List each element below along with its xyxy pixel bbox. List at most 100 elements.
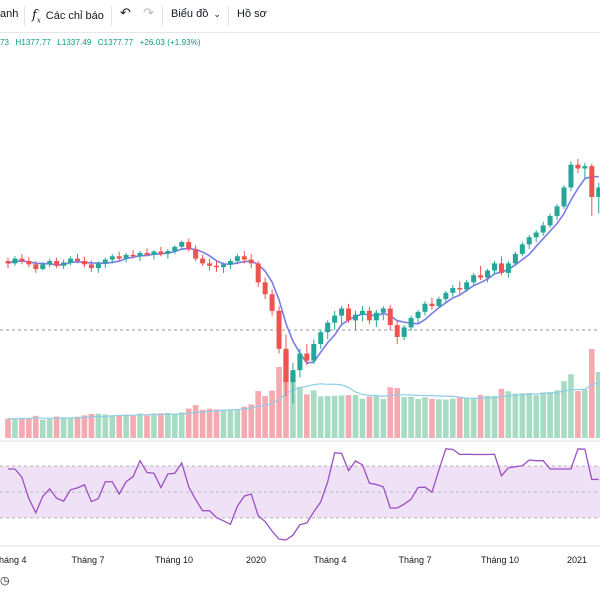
redo-button[interactable]: ↷ xyxy=(143,5,154,21)
candle-body xyxy=(457,288,463,290)
volume-bar xyxy=(130,415,136,438)
timezone-icon[interactable]: ◷ xyxy=(0,575,10,587)
volume-bar xyxy=(178,412,185,438)
candle-body xyxy=(61,262,67,266)
volume-bar xyxy=(366,396,373,438)
volume-bar xyxy=(290,374,296,438)
candle-body xyxy=(297,353,303,371)
volume-bar xyxy=(46,418,53,438)
candle-body xyxy=(464,282,470,290)
candle-body xyxy=(505,263,511,273)
candle-body xyxy=(596,187,600,197)
candle-body xyxy=(498,263,504,273)
open-value: 73 xyxy=(0,38,10,47)
candle-body xyxy=(526,237,532,245)
volume-bar xyxy=(255,391,261,438)
candle-body xyxy=(394,325,400,337)
volume-bar xyxy=(241,406,248,438)
candle-body xyxy=(304,353,310,361)
candle-body xyxy=(19,258,25,262)
candle-body xyxy=(116,256,122,259)
volume-bar xyxy=(422,397,428,438)
time-axis-label: 2021 xyxy=(566,555,588,565)
volume-bar xyxy=(304,394,310,438)
volume-bar xyxy=(60,417,67,438)
candle-body xyxy=(547,215,553,226)
ohlc-legend: 73 H1377.77 L1337.49 C1377.77 +26.03 (+1… xyxy=(0,38,205,47)
volume-bar xyxy=(484,395,491,438)
candle-body xyxy=(109,256,115,260)
candle-body xyxy=(492,263,497,271)
candle-body xyxy=(380,308,386,313)
candle-body xyxy=(276,310,282,349)
volume-bar xyxy=(547,392,553,438)
volume-bar xyxy=(505,391,512,438)
volume-bar xyxy=(331,395,338,438)
candle-body xyxy=(339,308,345,316)
candle-body xyxy=(123,254,129,259)
candle-body xyxy=(589,166,595,197)
volume-bar xyxy=(359,398,366,438)
volume-bar xyxy=(12,419,18,438)
candle-body xyxy=(311,344,317,361)
volume-bar xyxy=(53,416,60,438)
candle-body xyxy=(519,244,525,254)
candle-body xyxy=(325,322,331,333)
candle-body xyxy=(422,303,428,312)
candle-body xyxy=(540,225,546,233)
candle-body xyxy=(95,263,101,269)
candle-body xyxy=(359,310,365,315)
candle-body xyxy=(248,259,254,264)
time-axis-label: Tháng 10 xyxy=(480,555,520,565)
volume-bar xyxy=(575,390,581,438)
indicators-button[interactable]: fx Các chỉ báo xyxy=(32,8,104,25)
volume-bar xyxy=(317,396,324,438)
candle-body xyxy=(429,303,435,307)
candle-body xyxy=(88,264,94,269)
time-axis-label: 2020 xyxy=(245,555,267,565)
candle-body xyxy=(262,282,268,295)
candle-body xyxy=(68,258,74,263)
candle-body xyxy=(332,315,338,323)
candle-body xyxy=(165,251,171,254)
volume-bar xyxy=(227,409,234,438)
candle-body xyxy=(533,232,539,238)
volume-bar xyxy=(324,396,331,438)
volume-bar xyxy=(26,418,32,438)
candle-body xyxy=(450,288,456,293)
volume-bar xyxy=(276,366,282,438)
candle-body xyxy=(234,256,240,262)
candle-body xyxy=(436,298,442,307)
volume-bar xyxy=(470,397,477,438)
volume-bar xyxy=(311,390,317,438)
candle-body xyxy=(81,261,87,265)
volume-bar xyxy=(206,408,213,438)
volume-bar xyxy=(95,413,102,438)
candle-body xyxy=(200,258,206,264)
time-axis-label: Tháng 7 xyxy=(71,555,105,565)
volume-bar xyxy=(429,399,435,438)
candle-body xyxy=(40,264,46,270)
volume-bar xyxy=(338,395,345,438)
candle-body xyxy=(318,332,324,345)
indicators-label: Các chỉ báo xyxy=(45,10,104,23)
volume-bar xyxy=(394,388,400,438)
undo-icon: ↶ xyxy=(120,5,131,20)
time-axis-label: Tháng 4 xyxy=(0,555,27,565)
volume-bar xyxy=(595,372,600,438)
chart-type-button[interactable]: Biểu đồ ⌄ xyxy=(171,8,221,20)
volume-bar xyxy=(109,415,116,438)
volume-bar xyxy=(582,389,588,438)
volume-bar xyxy=(380,398,387,438)
volume-bar xyxy=(373,396,380,438)
volume-bar xyxy=(387,387,394,438)
interval-button[interactable]: anh xyxy=(0,8,18,20)
volume-bar xyxy=(213,409,220,438)
undo-button[interactable]: ↶ xyxy=(120,5,131,21)
volume-bar xyxy=(220,409,227,438)
candle-body xyxy=(471,275,477,283)
change-value: +26.03 (+1.93%) xyxy=(139,38,201,47)
candle-body xyxy=(283,348,289,383)
profile-button[interactable]: Hồ sơ xyxy=(237,8,267,20)
